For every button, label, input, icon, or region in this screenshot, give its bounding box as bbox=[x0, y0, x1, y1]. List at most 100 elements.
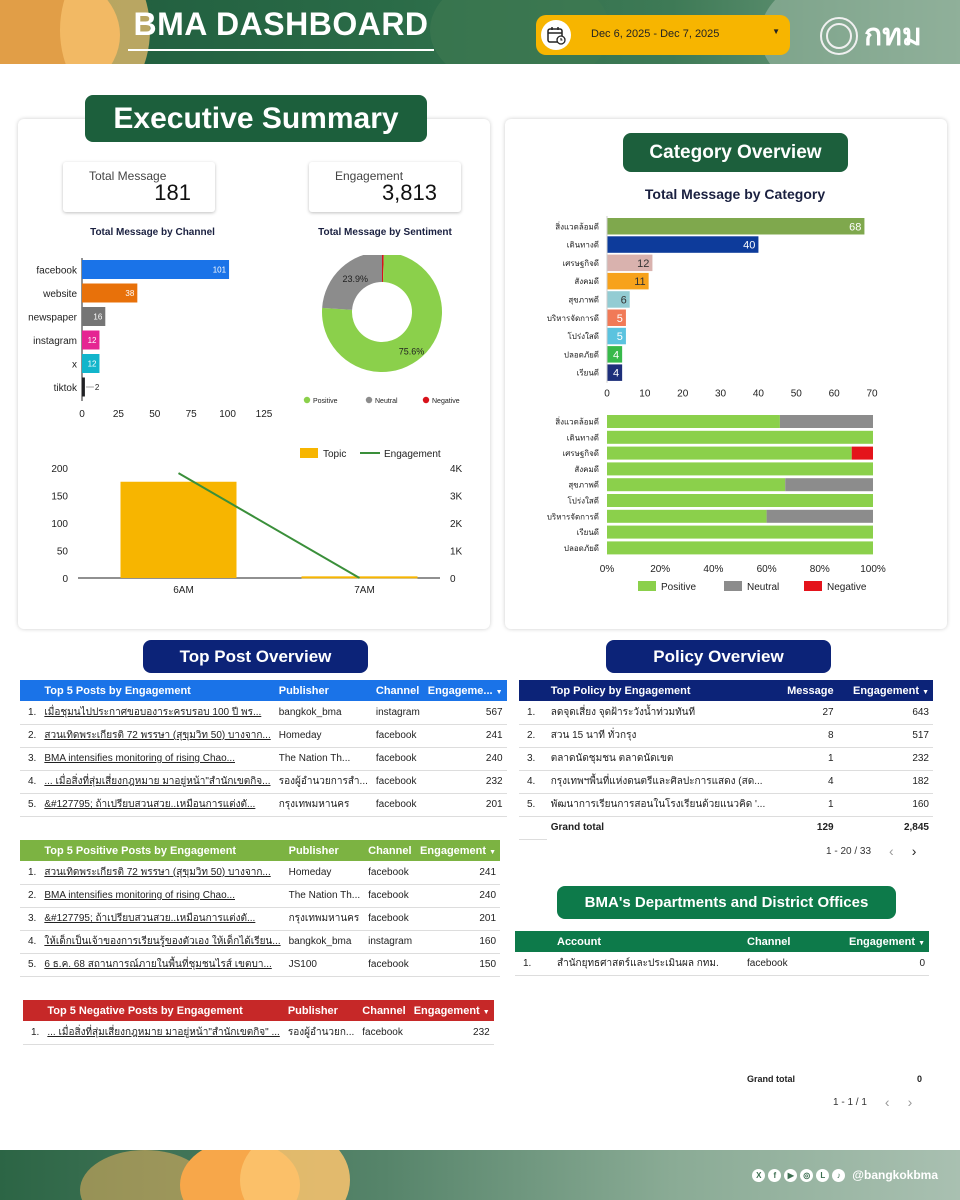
table-row[interactable]: 1. สำนักยุทธศาสตร์และประเมินผล กทม. facebo… bbox=[515, 952, 929, 976]
table-cell[interactable]: ... เมื่อสิ่งที่สุ่มเสี่ยงกฎหมาย มาอยู่ห… bbox=[40, 770, 275, 794]
table-header[interactable]: Publisher bbox=[287, 1004, 338, 1017]
total-message-kpi: Total Message 181 bbox=[63, 162, 215, 212]
youtube-icon[interactable]: ▶ bbox=[784, 1168, 798, 1182]
table-header[interactable] bbox=[515, 931, 553, 952]
bar bbox=[607, 272, 649, 290]
line-series bbox=[177, 472, 361, 579]
table-row[interactable]: 1. ลดจุดเสี่ยง จุดฝ้าระวังน้ำท่วมทันที 27 6… bbox=[519, 701, 933, 725]
table-cell: 2. bbox=[20, 884, 41, 908]
legend-marker bbox=[300, 448, 318, 458]
table-row[interactable]: 1.... เมื่อสิ่งที่สุ่มเสี่ยงกฎหมาย มาอยู… bbox=[23, 1021, 494, 1045]
data-label: 23.9% bbox=[343, 274, 369, 284]
table-row[interactable]: 2. สวน 15 นาที ทั่วกรุง 8 517 bbox=[519, 724, 933, 748]
table-row[interactable]: 4. ให้เด็กเป็นเจ้าของการเรียนรู้ของตัวเอง… bbox=[20, 930, 501, 954]
table-row[interactable]: 3. BMA intensifies monitoring of rising C… bbox=[20, 747, 507, 771]
table-header[interactable]: Channel bbox=[362, 1004, 406, 1017]
table-cell[interactable]: BMA intensifies monitoring of rising Cha… bbox=[40, 747, 275, 771]
legend-marker bbox=[804, 581, 822, 591]
table-row[interactable]: 2. สวนเทิดพระเกียรติ 72 พรรษา (สุขุมวิท 5… bbox=[20, 724, 507, 748]
line-icon[interactable]: L bbox=[816, 1168, 830, 1182]
y-tick-label: สุขภาพดี bbox=[568, 481, 599, 490]
table-header[interactable]: Publisher bbox=[288, 844, 339, 857]
table-cell: instagram bbox=[371, 701, 424, 725]
table-header[interactable]: Top 5 Positive Posts by Engagement bbox=[44, 844, 237, 857]
table-row[interactable]: 2. BMA intensifies monitoring of rising C… bbox=[20, 884, 501, 908]
data-label: 12 bbox=[88, 336, 97, 345]
table-cell: 517 bbox=[837, 724, 933, 748]
table-cell: 232 bbox=[837, 747, 933, 771]
table-header[interactable]: Publisher bbox=[278, 684, 329, 697]
sorted-table-header[interactable]: Engagement ▼ bbox=[838, 680, 933, 701]
table-row[interactable]: 4. กรุงเทพฯพื้นที่แห่งดนตรีและศิลปะการแสด… bbox=[519, 770, 933, 794]
table-header[interactable]: Channel bbox=[747, 935, 791, 948]
table-header[interactable]: Account bbox=[557, 935, 601, 948]
table-cell[interactable]: สวนเทิดพระเกียรติ 72 พรรษา (สุขุมวิท 50)… bbox=[40, 861, 285, 885]
table-header[interactable]: Channel bbox=[375, 684, 420, 697]
table-row[interactable]: 5. พัฒนาการเรียนการสอนในโรงเรียนด้วยแนวคิ… bbox=[519, 793, 933, 817]
stacked-bar-segment bbox=[607, 446, 852, 460]
grand-total-label: Grand total bbox=[747, 1074, 796, 1084]
sort-desc-icon: ▼ bbox=[918, 939, 925, 947]
y-tick-label: website bbox=[42, 289, 77, 300]
table-cell[interactable]: 6 ธ.ค. 68 สถานการณ์ภายในพื้นที่ชุมชนไรส์… bbox=[40, 953, 285, 977]
table-row[interactable]: 3. ตลาดนัดชุมชน ตลาดนัดเขต 1 232 bbox=[519, 747, 933, 771]
bar bbox=[82, 260, 230, 279]
table-row[interactable]: 1. สวนเทิดพระเกียรติ 72 พรรษา (สุขุมวิท 5… bbox=[20, 861, 501, 885]
chevron-down-icon: ▼ bbox=[772, 27, 780, 36]
table-cell: 4 bbox=[769, 770, 838, 794]
table-row[interactable]: 3. &#127795; ถ้าเปรียบสวนสวย..เหมือนการแต… bbox=[20, 907, 501, 931]
chevron-left-icon[interactable]: ‹ bbox=[889, 843, 894, 859]
table-header[interactable] bbox=[519, 680, 547, 701]
table-header[interactable] bbox=[20, 840, 40, 861]
table-cell[interactable]: BMA intensifies monitoring of rising Cha… bbox=[40, 884, 285, 908]
y2-tick-label: 1K bbox=[450, 547, 463, 558]
legend-label: Negative bbox=[432, 398, 460, 405]
table-header[interactable]: Top 5 Negative Posts by Engagement bbox=[47, 1004, 243, 1017]
table-header[interactable]: Message bbox=[787, 684, 834, 697]
table-header[interactable]: Top 5 Posts by Engagement bbox=[44, 684, 191, 697]
table-header[interactable]: Channel bbox=[368, 844, 412, 857]
table-cell[interactable]: &#127795; ถ้าเปรียบสวนสวย..เหมือนการแต่ง… bbox=[40, 907, 285, 931]
stacked-bar-segment bbox=[607, 462, 873, 476]
chevron-left-icon[interactable]: ‹ bbox=[884, 1094, 890, 1110]
table-cell: 4. bbox=[20, 770, 41, 794]
data-label: 4 bbox=[613, 368, 619, 380]
date-range-picker[interactable]: Dec 6, 2025 - Dec 7, 2025 ▼ bbox=[536, 15, 790, 55]
table-cell[interactable]: ... เมื่อสิ่งที่สุ่มเสี่ยงกฎหมาย มาอยู่ห… bbox=[43, 1021, 284, 1045]
table-cell: 2. bbox=[20, 724, 41, 748]
facebook-icon[interactable]: f bbox=[768, 1168, 782, 1182]
data-label: 5 bbox=[617, 331, 623, 343]
table-cell[interactable]: ให้เด็กเป็นเจ้าของการเรียนรู้ของตัวเอง ใ… bbox=[40, 930, 285, 954]
table-cell[interactable]: เมื่อชุมนไปประกาศขอบองาระครบรอบ 100 ปี พ… bbox=[40, 701, 275, 725]
table-row[interactable]: 5. &#127795; ถ้าเปรียบสวนสวย..เหมือนการแต… bbox=[20, 793, 507, 817]
sorted-table-header[interactable]: Engageme... ▼ bbox=[424, 680, 507, 701]
x-icon[interactable]: X bbox=[752, 1168, 766, 1182]
pagination-label: 1 - 20 / 33 bbox=[826, 845, 872, 857]
y-tick-label: 200 bbox=[51, 464, 68, 475]
table-row[interactable]: 5. 6 ธ.ค. 68 สถานการณ์ภายในพื้นที่ชุมชนไร… bbox=[20, 953, 501, 977]
instagram-icon[interactable]: ◎ bbox=[800, 1168, 814, 1182]
table-row[interactable]: 4.... เมื่อสิ่งที่สุ่มเสี่ยงกฎหมาย มาอยู… bbox=[20, 770, 507, 794]
y-tick-label: สังคมดี bbox=[574, 277, 599, 286]
legend-label: Neutral bbox=[747, 582, 779, 593]
bar bbox=[607, 327, 626, 345]
chevron-right-icon[interactable]: › bbox=[911, 843, 917, 859]
tiktok-icon[interactable]: ♪ bbox=[832, 1168, 846, 1182]
table-row[interactable]: 1. เมื่อชุมนไปประกาศขอบองาระครบรอบ 100 ปี… bbox=[20, 701, 507, 725]
table-header[interactable]: Top Policy by Engagement bbox=[550, 684, 691, 697]
sorted-table-header[interactable]: Engagement ▼ bbox=[410, 1000, 494, 1021]
y-tick-label: 50 bbox=[57, 547, 69, 558]
table-header[interactable] bbox=[20, 680, 40, 701]
sort-desc-icon: ▼ bbox=[489, 848, 497, 856]
table-cell[interactable]: &#127795; ถ้าเปรียบสวนสวย..เหมือนการแต่ง… bbox=[40, 793, 275, 817]
legend-marker bbox=[724, 581, 742, 591]
table-header[interactable] bbox=[23, 1000, 43, 1021]
y-tick-label: บริหารจัดการดี bbox=[547, 512, 599, 521]
table-cell[interactable]: สวนเทิดพระเกียรติ 72 พรรษา (สุขุมวิท 50)… bbox=[40, 724, 275, 748]
dashboard-title: BMA DASHBOARD bbox=[133, 6, 429, 42]
sentiment-donut-chart: 75.6% 23.9% Positive Neutral Negative bbox=[303, 255, 460, 405]
x-tick-label: 40% bbox=[703, 564, 723, 575]
sorted-table-header[interactable]: Engagement ▼ bbox=[416, 840, 500, 861]
chevron-right-icon[interactable]: › bbox=[907, 1094, 913, 1110]
sorted-table-header[interactable]: Engagement ▼ bbox=[823, 931, 929, 952]
